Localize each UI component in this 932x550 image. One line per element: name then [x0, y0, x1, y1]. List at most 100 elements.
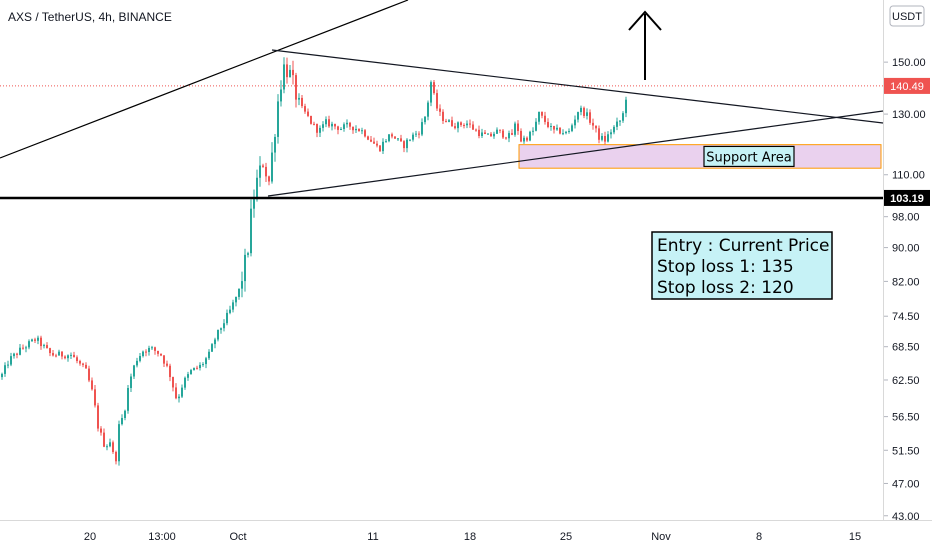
time-axis[interactable]: 20 13:00 Oct 11 18 25 Nov 8 15: [84, 531, 861, 543]
y-tick-label: 56.50: [892, 412, 920, 424]
currency-button[interactable]: USDT: [889, 5, 925, 27]
candle-body: [511, 133, 513, 135]
candle-body: [604, 135, 606, 142]
candle-body: [586, 112, 588, 116]
candle-body: [379, 145, 381, 152]
candle-body: [160, 353, 162, 356]
candle-body: [184, 377, 186, 388]
candle-body: [100, 428, 102, 433]
candle-body: [547, 121, 549, 128]
y-tick-label: 47.00: [892, 478, 920, 490]
candle-body: [523, 137, 525, 142]
candle-body: [13, 353, 15, 357]
candle-body: [316, 123, 318, 133]
candle-body: [190, 370, 192, 375]
candle-body: [307, 111, 309, 116]
candle-body: [199, 364, 201, 369]
candle-body: [616, 121, 618, 127]
current-price-tag[interactable]: 140.49: [884, 77, 930, 94]
candle-body: [397, 138, 399, 140]
candle-body: [322, 124, 324, 128]
candle-body: [157, 350, 159, 354]
candle-body: [352, 126, 354, 131]
candle-body: [34, 339, 36, 341]
candle-body: [235, 296, 237, 303]
candle-body: [73, 354, 75, 358]
trade-note[interactable]: Entry : Current Price Stop loss 1: 135 S…: [651, 231, 833, 300]
candle-body: [301, 97, 303, 107]
candle-body: [169, 365, 171, 378]
candle-body: [541, 111, 543, 116]
candle-body: [313, 123, 315, 125]
support-zone-label: Support Area: [706, 150, 791, 165]
candle-body: [571, 125, 573, 131]
support-price-tag[interactable]: 103.19: [884, 189, 930, 206]
candle-body: [508, 133, 510, 139]
candle-body: [25, 347, 27, 349]
candle-body: [61, 351, 63, 357]
candle-body: [262, 165, 264, 167]
candle-body: [619, 120, 621, 122]
candle-body: [319, 127, 321, 133]
candle-body: [391, 134, 393, 137]
candle-body: [154, 347, 156, 351]
candle-body: [439, 108, 441, 112]
candle-body: [19, 347, 21, 355]
candle-body: [1, 373, 3, 378]
price-axis[interactable]: 150.00 130.00 110.00 98.00 90.00 82.00 74.50 68…: [884, 57, 926, 523]
candle-body: [502, 130, 504, 138]
candle-body: [229, 309, 231, 313]
candle-body: [607, 134, 609, 142]
candle-body: [598, 128, 600, 140]
candle-body: [601, 135, 603, 140]
candle-body: [109, 442, 111, 447]
triangle-upper-trendline[interactable]: [271, 49, 884, 124]
support-zone[interactable]: [518, 144, 882, 169]
candle-body: [427, 102, 429, 117]
candle-body: [271, 152, 273, 182]
candle-body: [556, 127, 558, 130]
candle-body: [79, 361, 81, 364]
candle-body: [538, 111, 540, 122]
candle-body: [400, 138, 402, 142]
candle-body: [292, 69, 294, 76]
candle-body: [610, 132, 612, 135]
candle-body: [64, 356, 66, 359]
candle-body: [592, 122, 594, 126]
note-line-stop-1: Stop loss 1: 135: [657, 257, 794, 277]
candle-body: [328, 119, 330, 127]
up-arrow-icon[interactable]: [628, 10, 662, 80]
candle-body: [208, 351, 210, 359]
candle-body: [52, 353, 54, 356]
long-trendline[interactable]: [0, 0, 409, 159]
candle-body: [43, 345, 45, 347]
y-tick-label: 130.00: [892, 109, 926, 121]
candle-body: [133, 365, 135, 377]
candle-body: [451, 120, 453, 127]
x-tick-label: 15: [849, 531, 861, 543]
candle-body: [469, 123, 471, 125]
triangle-lower-trendline[interactable]: [267, 110, 884, 197]
candle-body: [589, 112, 591, 123]
y-tick-label: 43.00: [892, 511, 920, 523]
candle-body: [349, 122, 351, 127]
candle-body: [337, 126, 339, 130]
candle-body: [343, 124, 345, 130]
candle-body: [622, 113, 624, 121]
candle-body: [226, 312, 228, 324]
note-line-entry: Entry : Current Price: [657, 236, 830, 256]
candle-body: [364, 130, 366, 137]
candle-body: [58, 351, 60, 356]
candle-body: [481, 132, 483, 137]
candle-body: [517, 123, 519, 131]
candle-body: [484, 132, 486, 134]
candle-body: [355, 128, 357, 131]
candle-body: [625, 99, 627, 114]
candle-body: [37, 337, 39, 341]
candle-body: [181, 387, 183, 397]
candle-body: [250, 208, 252, 254]
x-tick-label: 18: [464, 531, 476, 543]
candle-body: [562, 133, 564, 135]
